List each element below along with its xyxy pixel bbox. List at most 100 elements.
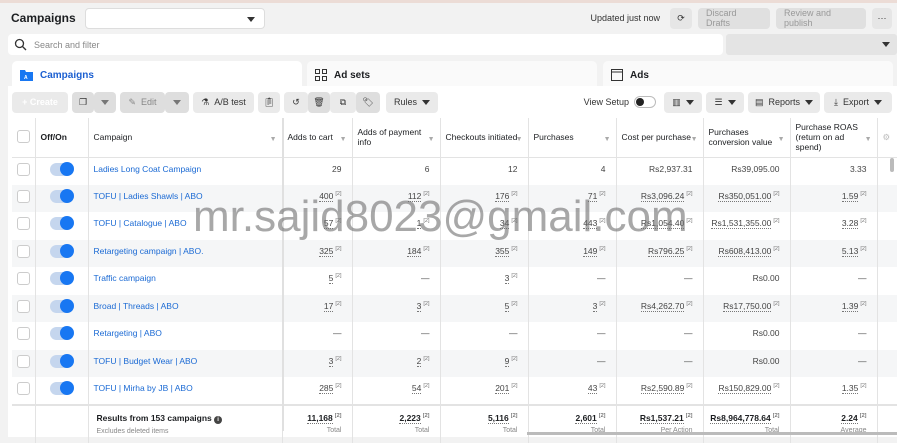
delete-button[interactable]: 🗑︎	[308, 91, 330, 113]
attribution-badge[interactable]: [2]	[335, 383, 342, 389]
attribution-badge[interactable]: [2]	[335, 245, 342, 252]
attribution-badge[interactable]: [2]	[511, 245, 518, 252]
attribution-badge[interactable]: [2]	[598, 412, 606, 419]
attribution-badge[interactable]: [2]	[335, 273, 342, 279]
campaign-toggle[interactable]	[50, 216, 74, 230]
attribution-badge[interactable]: [2]	[599, 218, 606, 224]
view-setup-toggle[interactable]	[634, 96, 656, 108]
attribution-badge[interactable]: [2]	[860, 190, 867, 197]
table-row[interactable]: TOFU | Mirha by JB | ABO 285 [2] 54 [2] 201 [2…	[12, 377, 897, 405]
row-checkbox[interactable]	[16, 244, 30, 258]
select-all-checkbox[interactable]	[17, 129, 30, 143]
attribution-badge[interactable]: [2]	[335, 300, 342, 307]
attribution-badge[interactable]: [2]	[510, 412, 518, 419]
attribution-badge[interactable]: [2]	[686, 190, 693, 197]
column-header[interactable]: Off/On	[35, 118, 89, 158]
sort-icon[interactable]: ▼	[515, 136, 523, 143]
campaign-name-link[interactable]: Retargeting | ABO	[93, 328, 162, 338]
campaign-toggle[interactable]	[50, 243, 74, 258]
sort-icon[interactable]: ▼	[269, 136, 277, 143]
column-header[interactable]: Adds of payment info ▼	[352, 118, 441, 158]
tab-ad-sets[interactable]: Ad sets	[307, 61, 597, 89]
column-settings[interactable]: ⚙	[877, 118, 897, 158]
campaign-toggle[interactable]	[50, 326, 74, 340]
attribution-badge[interactable]: [2]	[511, 355, 518, 362]
attribution-badge[interactable]: [2]	[685, 412, 693, 419]
campaign-toggle[interactable]	[50, 161, 74, 176]
tab-campaigns[interactable]: A Campaigns	[12, 61, 302, 89]
row-checkbox[interactable]	[16, 354, 30, 368]
attribution-badge[interactable]: [2]	[511, 190, 518, 197]
edit-button[interactable]: ✎ Edit	[120, 91, 165, 113]
duplicate-button[interactable]: ❐	[72, 91, 94, 113]
attribution-badge[interactable]: [2]	[511, 218, 518, 224]
campaign-toggle[interactable]	[50, 298, 74, 313]
column-header[interactable]: Campaign ▼	[88, 118, 283, 158]
attribution-badge[interactable]: [2]	[773, 383, 780, 389]
more-button[interactable]: ···	[872, 7, 892, 29]
row-checkbox[interactable]	[16, 189, 30, 203]
create-button[interactable]: + Create	[12, 91, 68, 113]
attribution-badge[interactable]: [2]	[773, 190, 780, 197]
attribution-badge[interactable]: [2]	[773, 218, 780, 224]
column-header[interactable]: Purchase ROAS (return on ad spend) ▼	[790, 118, 878, 158]
campaign-name-link[interactable]: TOFU | Ladies Shawls | ABO	[93, 190, 203, 201]
attribution-badge[interactable]: [2]	[686, 383, 693, 389]
campaign-name-link[interactable]: Ladies Long Coat Campaign	[93, 163, 202, 174]
attribution-badge[interactable]: [2]	[772, 412, 780, 419]
table-row[interactable]: TOFU | Ladies Shawls | ABO 400 [2] 112 [2] 17…	[12, 184, 897, 212]
attribution-badge[interactable]: [2]	[334, 412, 342, 419]
attribution-badge[interactable]: [2]	[423, 300, 430, 307]
ab-test-button[interactable]: ⚗ A/B test	[193, 91, 254, 113]
undo-button[interactable]: ↺	[284, 91, 308, 113]
vertical-scrollbar[interactable]	[890, 158, 894, 172]
row-checkbox[interactable]	[16, 272, 30, 285]
table-row[interactable]: Retargeting campaign | ABO. 325 [2] 184 [2] 3…	[12, 239, 897, 267]
attribution-badge[interactable]: [2]	[423, 190, 430, 197]
attribution-badge[interactable]: [2]	[773, 245, 780, 252]
attribution-badge[interactable]: [2]	[511, 273, 518, 279]
attribution-badge[interactable]: [2]	[599, 245, 606, 252]
campaign-toggle[interactable]	[50, 188, 74, 203]
attribution-badge[interactable]: [2]	[599, 383, 606, 389]
columns-button[interactable]: ▥	[664, 91, 702, 113]
campaign-name-link[interactable]: Retargeting campaign | ABO.	[93, 245, 204, 256]
tag-button[interactable]: 🏷︎	[356, 91, 380, 113]
campaign-toggle[interactable]	[50, 381, 74, 395]
refresh-button[interactable]: ⟳	[670, 7, 692, 29]
campaign-name-link[interactable]: TOFU | Mirha by JB | ABO	[93, 383, 193, 393]
column-header[interactable]: Cost per purchase ▼	[616, 118, 704, 158]
attribution-badge[interactable]: [2]	[423, 355, 430, 362]
gear-icon[interactable]: ⚙	[882, 132, 891, 143]
attribution-badge[interactable]: [2]	[599, 300, 606, 307]
info-icon[interactable]: i	[214, 415, 223, 424]
column-header[interactable]: Purchases ▼	[528, 118, 617, 158]
attribution-badge[interactable]: [2]	[686, 245, 693, 252]
table-row[interactable]: Retargeting | ABO — — — — — Rs0.00 —	[12, 322, 897, 350]
sort-icon[interactable]: ▼	[603, 136, 611, 143]
attribution-badge[interactable]: [2]	[423, 218, 430, 224]
review-publish-button[interactable]: Review and publish	[776, 7, 866, 29]
attribution-badge[interactable]: [2]	[860, 218, 867, 224]
attribution-badge[interactable]: [2]	[860, 383, 867, 389]
sort-icon[interactable]: ▼	[690, 136, 698, 143]
attribution-badge[interactable]: [2]	[335, 190, 342, 197]
row-checkbox[interactable]	[16, 382, 30, 395]
view-setup[interactable]: View Setup	[584, 96, 656, 108]
edit-dropdown[interactable]	[165, 91, 189, 113]
attribution-badge[interactable]: [2]	[423, 245, 430, 252]
campaign-name-link[interactable]: TOFU | Catalogue | ABO	[93, 218, 187, 228]
attribution-badge[interactable]: [2]	[859, 412, 867, 419]
attribution-badge[interactable]: [2]	[773, 300, 780, 307]
attribution-badge[interactable]: [2]	[860, 300, 867, 307]
column-header[interactable]: Checkouts initiated ▼	[440, 118, 529, 158]
search-input[interactable]: Search and filter	[8, 34, 723, 55]
column-header[interactable]: Adds to cart ▼	[282, 118, 353, 158]
duplicate-dropdown[interactable]	[94, 91, 116, 113]
table-row[interactable]: TOFU | Budget Wear | ABO 3 [2] 2 [2] 9 [2] — — Rs…	[12, 349, 897, 377]
attribution-badge[interactable]: [2]	[511, 300, 518, 307]
column-header[interactable]: Purchases conversion value ▼	[703, 118, 791, 158]
sort-icon[interactable]: ▼	[339, 136, 347, 143]
reports-button[interactable]: ▤ Reports	[748, 91, 820, 113]
row-checkbox[interactable]	[16, 217, 30, 230]
